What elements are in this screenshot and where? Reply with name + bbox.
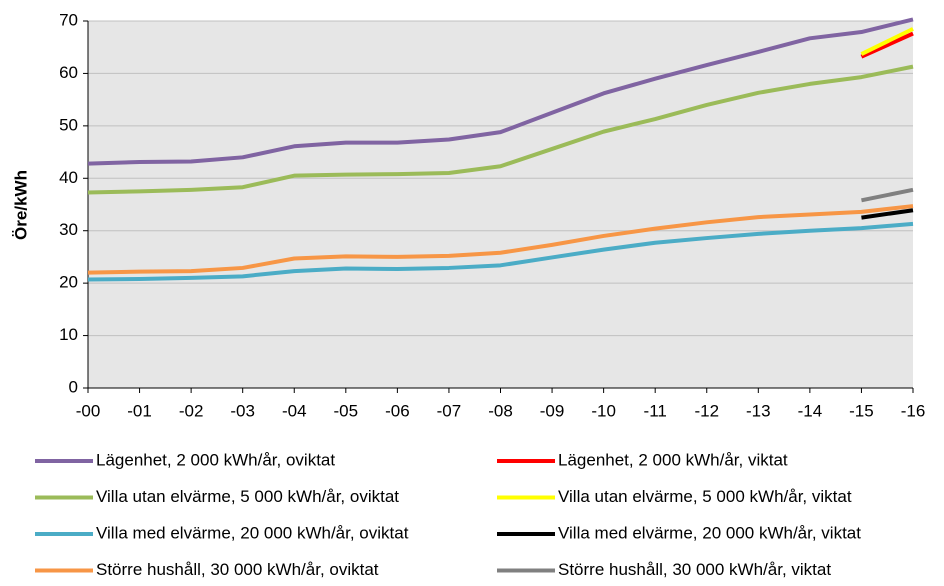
x-tick-label: -04 [282,401,307,420]
x-tick-label: -02 [179,401,204,420]
x-tick-label: -07 [437,401,462,420]
x-tick-label: -16 [901,401,926,420]
series-line [87,64,914,195]
x-tick-label: -14 [798,401,823,420]
x-tick-label: -15 [849,401,874,420]
x-tick-label: -12 [694,401,719,420]
x-tick-label: -08 [488,401,513,420]
y-tick-label: 60 [59,63,78,82]
series-line [861,187,914,203]
x-tick-label: -03 [230,401,255,420]
legend-label: Lägenhet, 2 000 kWh/år, oviktat [96,450,335,469]
y-tick-label: 30 [59,220,78,239]
y-tick-label: 40 [59,168,78,187]
legend-label: Lägenhet, 2 000 kWh/år, viktat [558,450,788,469]
x-tick-label: -11 [644,401,667,420]
plot-area [88,21,913,388]
y-axis-title: Öre/kWh [11,170,30,240]
legend-label: Villa med elvärme, 20 000 kWh/år, viktat [558,523,861,542]
series-line [861,208,914,220]
series-line [87,221,914,282]
legend-label: Större hushåll, 30 000 kWh/år, viktat [558,560,831,579]
series-line [87,204,914,275]
x-tick-label: -01 [127,401,152,420]
series-line [860,27,914,56]
y-tick-label: 20 [59,273,78,292]
x-tick-label: -06 [385,401,410,420]
x-tick-label: -09 [540,401,565,420]
y-tick-label: 50 [59,115,78,134]
legend-label: Villa utan elvärme, 5 000 kWh/år, ovikta… [96,487,399,506]
series-line [860,31,914,59]
series-line [87,17,914,166]
legend-label: Större hushåll, 30 000 kWh/år, oviktat [96,560,379,579]
legend-label: Villa med elvärme, 20 000 kWh/år, ovikta… [96,523,409,542]
x-tick-label: -10 [591,401,616,420]
y-tick-label: 10 [59,325,78,344]
x-tick-label: -05 [334,401,359,420]
y-tick-label: 70 [59,10,78,29]
x-tick-label: -00 [76,401,101,420]
x-tick-label: -13 [746,401,771,420]
legend-label: Villa utan elvärme, 5 000 kWh/år, viktat [558,487,852,506]
y-tick-label: 0 [69,377,78,396]
